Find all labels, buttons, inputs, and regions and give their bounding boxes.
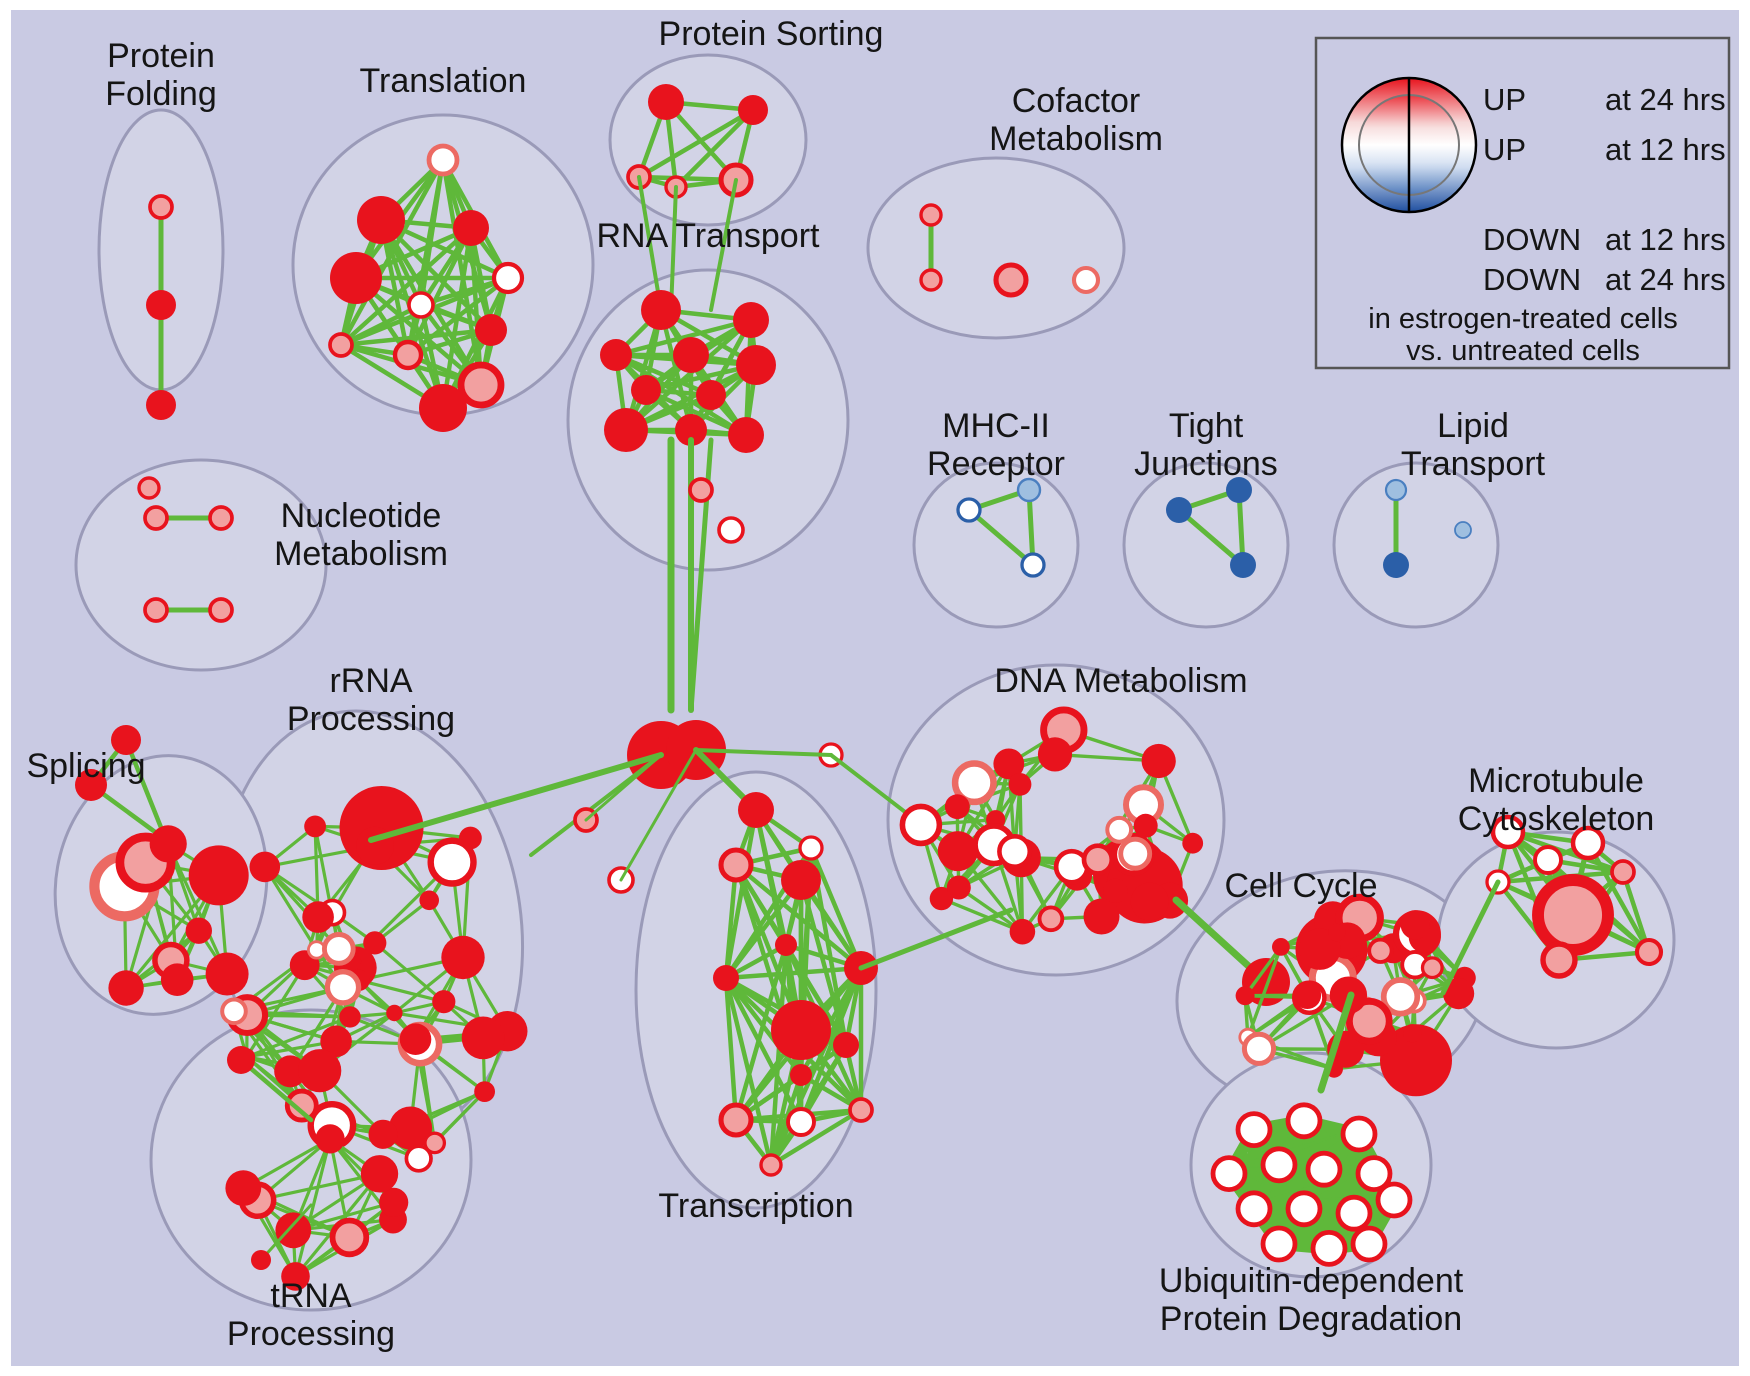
svg-text:Splicing: Splicing (26, 747, 145, 785)
svg-text:Ubiquitin-dependent: Ubiquitin-dependent (1159, 1262, 1464, 1300)
svg-text:DNA Metabolism: DNA Metabolism (994, 662, 1247, 700)
svg-text:Cytoskeleton: Cytoskeleton (1458, 800, 1655, 838)
svg-text:Metabolism: Metabolism (989, 120, 1163, 158)
svg-text:Junctions: Junctions (1134, 445, 1278, 483)
svg-text:Lipid: Lipid (1437, 407, 1509, 445)
svg-text:Protein Degradation: Protein Degradation (1160, 1300, 1462, 1338)
svg-text:Tight: Tight (1169, 407, 1244, 445)
svg-text:UP: UP (1483, 132, 1526, 167)
svg-text:at 24 hrs: at 24 hrs (1605, 262, 1726, 297)
svg-text:Folding: Folding (105, 75, 217, 113)
svg-text:RNA Transport: RNA Transport (597, 217, 821, 255)
svg-text:tRNA: tRNA (270, 1277, 352, 1315)
svg-text:Cofactor: Cofactor (1012, 82, 1141, 120)
svg-text:at 12 hrs: at 12 hrs (1605, 132, 1726, 167)
svg-text:vs. untreated cells: vs. untreated cells (1406, 335, 1640, 367)
svg-text:DOWN: DOWN (1483, 222, 1581, 257)
svg-text:in estrogen-treated cells: in estrogen-treated cells (1368, 303, 1678, 335)
svg-text:Metabolism: Metabolism (274, 535, 448, 573)
svg-text:Cell Cycle: Cell Cycle (1224, 867, 1377, 905)
svg-text:Nucleotide: Nucleotide (281, 497, 442, 535)
svg-text:Protein Sorting: Protein Sorting (659, 15, 884, 53)
svg-text:Translation: Translation (360, 62, 527, 100)
svg-text:at 24 hrs: at 24 hrs (1605, 82, 1726, 117)
svg-text:Transport: Transport (1401, 445, 1546, 483)
svg-text:UP: UP (1483, 82, 1526, 117)
svg-text:Microtubule: Microtubule (1468, 762, 1644, 800)
svg-text:Transcription: Transcription (658, 1187, 853, 1225)
svg-text:rRNA: rRNA (329, 662, 412, 700)
svg-text:Protein: Protein (107, 37, 215, 75)
svg-text:Processing: Processing (227, 1315, 395, 1353)
svg-text:Receptor: Receptor (927, 445, 1065, 483)
svg-text:at 12 hrs: at 12 hrs (1605, 222, 1726, 257)
svg-text:DOWN: DOWN (1483, 262, 1581, 297)
svg-text:Processing: Processing (287, 700, 455, 738)
svg-text:MHC-II: MHC-II (942, 407, 1050, 445)
